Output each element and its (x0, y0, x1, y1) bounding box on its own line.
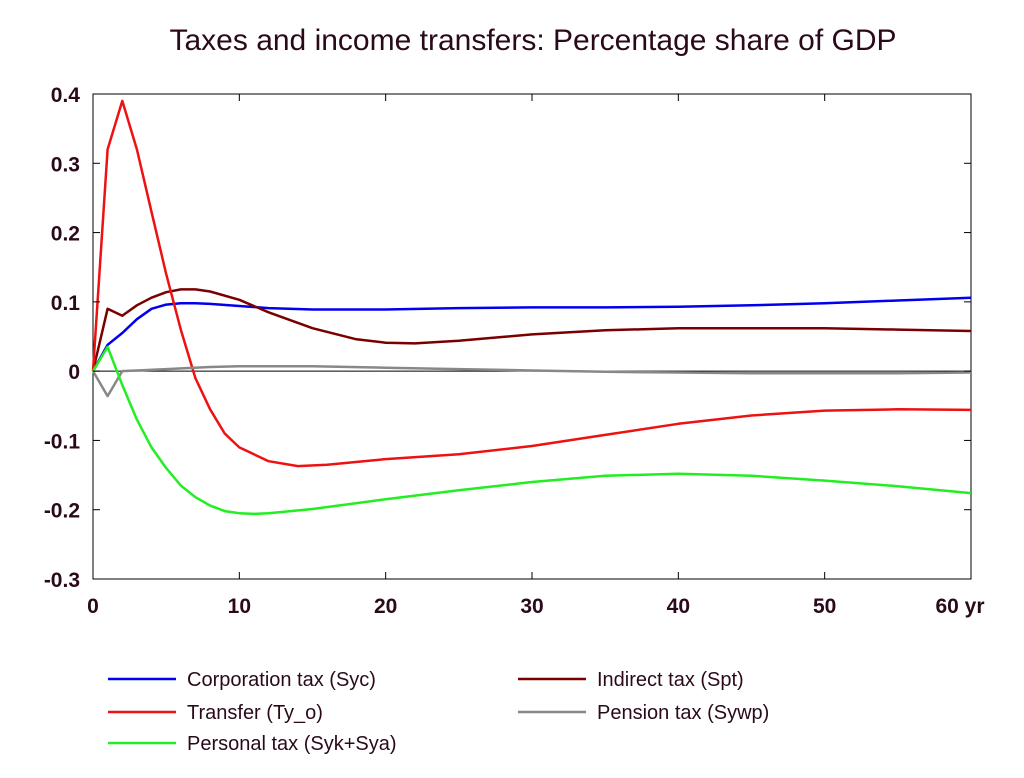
series-lines (91, 99, 972, 516)
y-tick-label: 0.1 (51, 292, 81, 315)
legend-label-2: Transfer (Ty_o) (187, 702, 323, 724)
y-tick-label: -0.1 (44, 430, 81, 453)
legend-label-1: Indirect tax (Spt) (597, 669, 744, 691)
x-tick-label: 20 (374, 595, 397, 618)
chart-title: Taxes and income transfers: Percentage s… (169, 24, 896, 57)
x-tick-label: 30 (520, 595, 543, 618)
legend-label-4: Personal tax (Syk+Sya) (187, 733, 397, 755)
plot-area-border (92, 93, 972, 580)
y-tick-label: -0.2 (44, 500, 80, 523)
x-tick-label: 50 (813, 595, 836, 618)
series-line-2 (91, 99, 972, 468)
legend-label-3: Pension tax (Sywp) (597, 702, 769, 724)
y-tick-label: 0.4 (51, 84, 81, 107)
x-tick-label: 40 (667, 595, 690, 618)
series-line-0 (91, 296, 972, 372)
series-line-3 (91, 365, 972, 398)
y-tick-label: -0.3 (44, 569, 80, 592)
axis-ticks (92, 93, 972, 580)
y-tick-label: 0 (68, 361, 80, 384)
legend-label-0: Corporation tax (Syc) (187, 669, 376, 691)
y-tick-label: 0.3 (51, 153, 80, 176)
x-tick-label: 60 yr (935, 595, 984, 618)
legend: Corporation tax (Syc) Indirect tax (Spt) T… (108, 669, 769, 755)
axis-tick-labels: -0.3 -0.2 -0.1 0 0.1 0.2 0.3 0.4 0 10 20 30 40 50 60 y… (44, 84, 985, 618)
y-tick-label: 0.2 (51, 223, 80, 246)
plot-frame (92, 93, 972, 580)
x-tick-label: 0 (87, 595, 99, 618)
series-line-1 (91, 288, 972, 372)
series-line-4 (91, 345, 972, 516)
x-tick-label: 10 (228, 595, 251, 618)
